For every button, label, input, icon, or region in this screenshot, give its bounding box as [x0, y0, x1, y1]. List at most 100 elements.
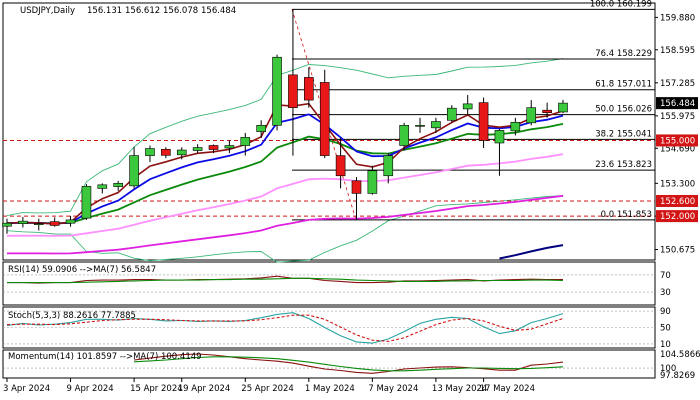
stoch-tick-label-1: 50 [660, 324, 671, 334]
candle-body-19 [304, 77, 314, 101]
rsi-tick-label-1: 30 [660, 288, 671, 298]
candle-body-23 [367, 170, 378, 194]
fib-label-4: 38.2 155.041 [595, 129, 652, 139]
bollinger-upper-line [6, 58, 564, 217]
rsi-series-1 [7, 277, 564, 284]
y-tick-label-5: 153.300 [660, 179, 695, 189]
ma-30-line [6, 123, 564, 225]
axis-layer: 159.880 158.595 157.285 155.975 154.690 153.3… [3, 13, 700, 394]
fib-label-3: 50.0 156.026 [595, 105, 652, 115]
y-tick-label-1: 158.595 [660, 46, 695, 56]
stoch-layer [3, 310, 655, 345]
candle-body-5 [81, 186, 92, 219]
main-price-layer: 100.0 160.199 76.4 158.229 61.8 157.011 50.… [2, 0, 655, 263]
candle-body-28 [446, 107, 457, 121]
y-tick-label-4: 154.690 [660, 144, 695, 154]
ma-200-line [499, 244, 564, 260]
candle-body-11 [176, 149, 187, 156]
chart-title: USDJPY,Daily [20, 6, 75, 16]
x-tick-label-3: 19 Apr 2024 [178, 384, 231, 394]
ma-5-line [6, 102, 564, 225]
x-tick-label-5: 1 May 2024 [305, 384, 355, 394]
candle-body-8 [129, 155, 139, 187]
ma-55-line [6, 153, 564, 237]
y-tick-label-0: 159.880 [660, 13, 695, 23]
x-tick-label-1: 9 Apr 2024 [67, 384, 114, 394]
candle-body-7 [113, 183, 123, 187]
last-price-label: 156.484 [660, 99, 695, 109]
candle-body-15 [240, 137, 251, 146]
candle-body-6 [97, 184, 108, 189]
x-tick-label-8: 17 May 2024 [480, 384, 535, 394]
ohlc-open: 156.131 [87, 6, 122, 16]
candle-body-33 [526, 107, 537, 124]
rsi-pane-frame [2, 261, 656, 306]
candle-body-10 [161, 148, 171, 156]
momentum-tick-label-2: 97.8269 [660, 371, 695, 381]
x-tick-label-0: 3 Apr 2024 [3, 384, 50, 394]
candle-body-12 [192, 147, 203, 151]
candle-body-17 [272, 56, 282, 126]
stoch-series-1 [6, 314, 564, 342]
candle-body-25 [399, 125, 409, 146]
stoch-title: Stoch(5,3,3) 88.2616 77.7885 [8, 311, 136, 321]
x-tick-label-2: 15 Apr 2024 [130, 384, 183, 394]
candle-body-22 [351, 180, 362, 194]
ohlc-low: 156.078 [163, 6, 198, 16]
ohlc-close: 156.484 [201, 6, 236, 16]
stoch-series-0 [6, 312, 564, 344]
candle-body-30 [478, 102, 489, 141]
rsi-series-0 [7, 275, 563, 284]
momentum-tick-label-1: 100 [660, 364, 676, 374]
candle-body-13 [208, 145, 219, 150]
support-label-2: 152.000 [660, 212, 695, 222]
support-label-1-box [656, 194, 698, 207]
x-tick-label-4: 25 Apr 2024 [241, 384, 294, 394]
candle-body-14 [224, 145, 235, 149]
momentum-series-1 [134, 356, 564, 372]
fib-label-6: 0.0 151.853 [601, 210, 652, 220]
candle-body-31 [494, 130, 505, 144]
fib-label-5: 23.6 153.823 [595, 160, 652, 170]
candle-body-21 [335, 155, 346, 177]
x-tick-label-7: 13 May 2024 [432, 384, 487, 394]
momentum-layer [3, 353, 655, 374]
candle-body-34 [542, 109, 552, 114]
candle-body-24 [383, 155, 394, 177]
x-tick-label-6: 7 May 2024 [368, 384, 418, 394]
fib-label-1: 76.4 158.229 [595, 49, 652, 59]
y-tick-label-2: 157.285 [660, 79, 695, 89]
momentum-series-0 [134, 353, 564, 374]
support-label-0: 155.000 [660, 136, 695, 146]
candle-body-0 [2, 222, 12, 227]
candle-body-27 [431, 121, 441, 129]
candle-body-29 [462, 103, 473, 110]
fib-label-2: 61.8 157.011 [595, 80, 652, 90]
candle-body-18 [288, 74, 298, 108]
momentum-tick-label-0: 104.5866 [660, 350, 700, 360]
candle-body-35 [558, 102, 568, 113]
ohlc-high: 156.612 [125, 6, 160, 16]
candle-body-4 [65, 219, 76, 224]
rsi-title: RSI(14) 59.0906 -->MA(7) 56.5847 [8, 265, 156, 275]
y-tick-label-7: 150.675 [660, 246, 695, 256]
rsi-layer [3, 274, 655, 293]
ma-100-line [7, 194, 564, 255]
support-label-2-box [656, 210, 698, 223]
last-price-label-box [656, 97, 698, 110]
rsi-tick-label-0: 70 [660, 271, 671, 281]
candle-body-3 [49, 221, 60, 226]
fib-label-0: 100.0 160.199 [590, 0, 652, 9]
support-label-0-box [656, 134, 698, 147]
candle-body-2 [33, 223, 44, 225]
candle-body-20 [319, 82, 330, 156]
y-tick-label-3: 155.975 [660, 112, 695, 122]
candle-body-32 [510, 121, 521, 132]
bollinger-lower-line [6, 195, 564, 263]
support-label-1: 152.600 [660, 197, 695, 207]
candle-body-9 [145, 148, 155, 156]
ma-10-line [6, 113, 564, 225]
candle-body-1 [18, 220, 28, 224]
candle-body-26 [415, 125, 425, 127]
